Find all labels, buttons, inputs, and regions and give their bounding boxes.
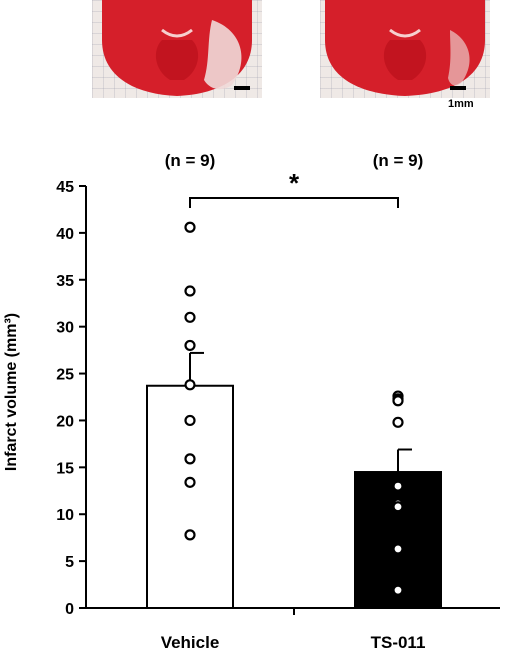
x-tick-label-0: Vehicle (161, 633, 220, 651)
y-tick-label-40: 40 (56, 226, 74, 243)
data-point-0-0 (184, 221, 196, 233)
data-point-0-8 (184, 529, 196, 541)
data-point-1-8 (392, 584, 404, 596)
x-tick-label-1: TS-011 (371, 633, 426, 651)
data-point-1-2 (392, 395, 404, 407)
significance-bracket (189, 197, 399, 208)
data-point-0-5 (184, 414, 196, 427)
y-tick-label-20: 20 (56, 413, 74, 430)
scale-bar-left (234, 86, 250, 90)
data-point-0-4 (184, 379, 196, 391)
data-point-1-3 (392, 416, 404, 428)
y-tick-label-0: 0 (65, 601, 74, 618)
data-point-0-3 (184, 339, 196, 352)
y-tick-label-30: 30 (56, 320, 74, 337)
ts011-brain-slice-image (320, 0, 490, 98)
y-tick-label-45: 45 (56, 179, 74, 196)
data-point-0-6 (184, 453, 196, 465)
scale-bar-label: 1mm (448, 98, 474, 110)
data-point-0-2 (184, 311, 196, 323)
data-point-1-7 (392, 543, 404, 555)
significance-marker: * (289, 168, 300, 198)
y-tick-label-15: 15 (56, 460, 74, 477)
n-label-1: (n = 9) (373, 151, 424, 170)
y-axis-label-wrap: Infarct volume (mm³) (3, 277, 27, 507)
n-label-0: (n = 9) (165, 151, 216, 170)
data-point-1-6 (392, 501, 404, 513)
y-tick-label-10: 10 (56, 507, 74, 524)
data-point-0-7 (184, 476, 196, 488)
data-point-1-4 (392, 480, 404, 492)
scale-bar-right (450, 86, 466, 90)
data-point-0-1 (184, 285, 196, 297)
y-axis-label: Infarct volume (mm³) (3, 312, 20, 472)
y-tick-label-5: 5 (65, 554, 74, 571)
y-tick-label-35: 35 (56, 273, 74, 290)
y-tick-label-25: 25 (56, 367, 74, 384)
vehicle-brain-slice-image (92, 0, 262, 98)
